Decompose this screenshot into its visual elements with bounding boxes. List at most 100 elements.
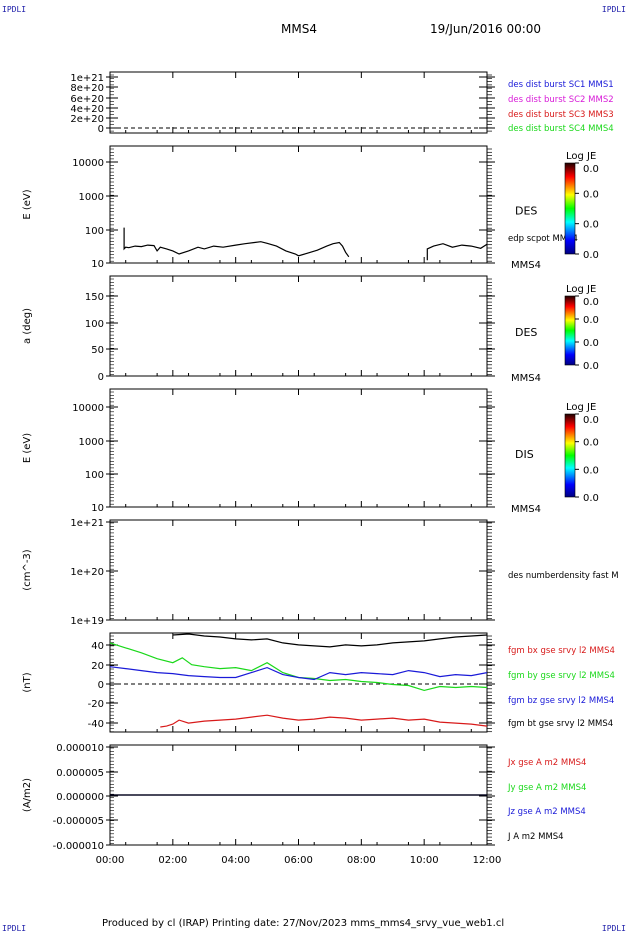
p2-y-tick-label: 1000 xyxy=(79,192,104,203)
p1-y-tick-label: 8e+20 xyxy=(70,83,104,94)
p6-legend-entry: fgm by gse srvy l2 MMS4 xyxy=(508,671,615,681)
p4-y-tick-label: 1000 xyxy=(79,437,104,448)
p4-colorbar-tick-label: 0.0 xyxy=(583,438,599,449)
p7-legend-entry: Jx gse A m2 MMS4 xyxy=(507,758,586,768)
p4-y-axis-label: E (eV) xyxy=(22,433,33,463)
p3-y-tick-label: 0 xyxy=(98,372,104,383)
p1-y-tick-label: 2e+20 xyxy=(70,114,104,125)
p2-colorbar-tick-label: 0.0 xyxy=(583,164,599,175)
p4-colorbar-title: Log JE xyxy=(566,402,596,413)
p2-spacecraft-label: MMS4 xyxy=(511,260,541,271)
p7-y-tick-label: 0.000010 xyxy=(56,743,104,754)
p7-y-axis-label: (A/m2) xyxy=(22,778,33,812)
p4-colorbar-tick-label: 0.0 xyxy=(583,465,599,476)
p4-frame xyxy=(109,388,488,508)
p6-legend-entry: fgm bx gse srvy l2 MMS4 xyxy=(508,646,615,656)
p3-frame xyxy=(109,275,488,377)
p2-colorbar-tick-label: 0.0 xyxy=(583,189,599,200)
p1-legend-entry: des dist burst SC1 MMS1 xyxy=(508,80,614,90)
p2-colorbar-title: Log JE xyxy=(566,151,596,162)
p2-colorbar-tick-label: 0.0 xyxy=(583,250,599,261)
p7-y-tick-label: 0.000000 xyxy=(56,792,104,803)
p7-legend-entry: Jz gse A m2 MMS4 xyxy=(507,807,586,817)
p6-y-axis-label: (nT) xyxy=(22,672,33,692)
p6-legend-entry: fgm bz gse srvy l2 MMS4 xyxy=(508,696,614,706)
x-tick-label: 04:00 xyxy=(221,855,250,866)
mission-title: MMS4 xyxy=(281,22,317,36)
p3-spacecraft-label: MMS4 xyxy=(511,373,541,384)
footer-text: Produced by cl (IRAP) Printing date: 27/… xyxy=(102,918,505,929)
x-tick-label: 12:00 xyxy=(473,855,502,866)
p1-y-tick-label: 1e+21 xyxy=(70,73,104,84)
x-tick-label: 08:00 xyxy=(347,855,376,866)
corner-br: IPDLI xyxy=(601,924,626,933)
p6-series-line-1 xyxy=(109,642,488,692)
p4-y-tick-label: 10000 xyxy=(72,403,104,414)
p2-sub-label: edp scpot MMS4 xyxy=(508,234,578,244)
p1-legend-entry: des dist burst SC4 MMS4 xyxy=(508,124,614,134)
p2-frame xyxy=(109,145,488,264)
corner-bl: IPDLI xyxy=(2,924,27,933)
p3-colorbar-tick-label: 0.0 xyxy=(583,361,599,372)
p4-y-tick-label: 10 xyxy=(91,503,104,514)
p3-instrument-label: DES xyxy=(515,326,537,339)
p6-series-line-2 xyxy=(109,666,488,681)
p2-series-line-0 xyxy=(123,227,350,258)
p6-series-line-3 xyxy=(172,633,488,648)
p2-instrument-label: DES xyxy=(515,205,537,218)
p1-y-tick-label: 6e+20 xyxy=(70,94,104,105)
p2-y-tick-label: 100 xyxy=(85,226,104,237)
corner-tl: IPDLI xyxy=(2,5,27,14)
p3-colorbar-tick-label: 0.0 xyxy=(583,297,599,308)
p5-y-tick-label: 1e+21 xyxy=(70,518,104,529)
p3-colorbar-tick-label: 0.0 xyxy=(583,338,599,349)
p4-instrument-label: DIS xyxy=(515,448,534,461)
p7-y-tick-label: -0.000010 xyxy=(53,841,104,852)
p4-colorbar-tick-label: 0.0 xyxy=(583,415,599,426)
p5-legend-entry: des numberdensity fast M xyxy=(508,571,619,581)
x-tick-label: 00:00 xyxy=(96,855,125,866)
p2-colorbar-tick-label: 0.0 xyxy=(583,220,599,231)
p3-colorbar-title: Log JE xyxy=(566,284,596,295)
p1-y-tick-label: 4e+20 xyxy=(70,104,104,115)
p3-colorbar-tick-label: 0.0 xyxy=(583,315,599,326)
p2-series-line-1 xyxy=(426,243,488,261)
x-tick-label: 06:00 xyxy=(284,855,313,866)
p5-frame xyxy=(109,519,488,621)
p3-y-tick-label: 50 xyxy=(91,345,104,356)
p6-y-tick-label: 40 xyxy=(91,641,104,652)
p7-legend-entry: J A m2 MMS4 xyxy=(507,832,564,842)
p6-y-tick-label: 20 xyxy=(91,661,104,672)
p4-spacecraft-label: MMS4 xyxy=(511,504,541,515)
p2-y-tick-label: 10 xyxy=(91,259,104,270)
p5-y-axis-label: (cm^-3) xyxy=(22,549,33,590)
p7-y-tick-label: -0.000005 xyxy=(53,816,104,827)
p3-y-tick-label: 150 xyxy=(85,292,104,303)
date-title: 19/Jun/2016 00:00 xyxy=(430,22,542,36)
p1-legend-entry: des dist burst SC3 MMS3 xyxy=(508,110,614,120)
p1-y-tick-label: 0 xyxy=(98,124,104,135)
x-tick-label: 10:00 xyxy=(410,855,439,866)
p4-y-tick-label: 100 xyxy=(85,470,104,481)
p7-legend-entry: Jy gse A m2 MMS4 xyxy=(507,783,586,793)
p6-y-tick-label: -40 xyxy=(88,719,104,730)
p2-y-tick-label: 10000 xyxy=(72,158,104,169)
p1-legend-entry: des dist burst SC2 MMS2 xyxy=(508,95,614,105)
x-tick-label: 02:00 xyxy=(158,855,187,866)
p7-y-tick-label: 0.000005 xyxy=(56,768,104,779)
p5-y-tick-label: 1e+19 xyxy=(70,616,104,627)
p6-legend-entry: fgm bt gse srvy l2 MMS4 xyxy=(508,719,613,729)
p2-colorbar xyxy=(564,162,576,255)
p5-y-tick-label: 1e+20 xyxy=(70,567,104,578)
p1-frame xyxy=(109,71,488,134)
p6-y-tick-label: 0 xyxy=(98,680,104,691)
p6-y-tick-label: -20 xyxy=(88,699,104,710)
p3-y-axis-label: a (deg) xyxy=(22,308,33,344)
p3-y-tick-label: 100 xyxy=(85,319,104,330)
p2-y-axis-label: E (eV) xyxy=(22,189,33,219)
p6-series-line-0 xyxy=(160,714,488,728)
p4-colorbar-tick-label: 0.0 xyxy=(583,493,599,504)
p6-frame xyxy=(109,632,488,733)
p4-colorbar xyxy=(564,413,576,498)
